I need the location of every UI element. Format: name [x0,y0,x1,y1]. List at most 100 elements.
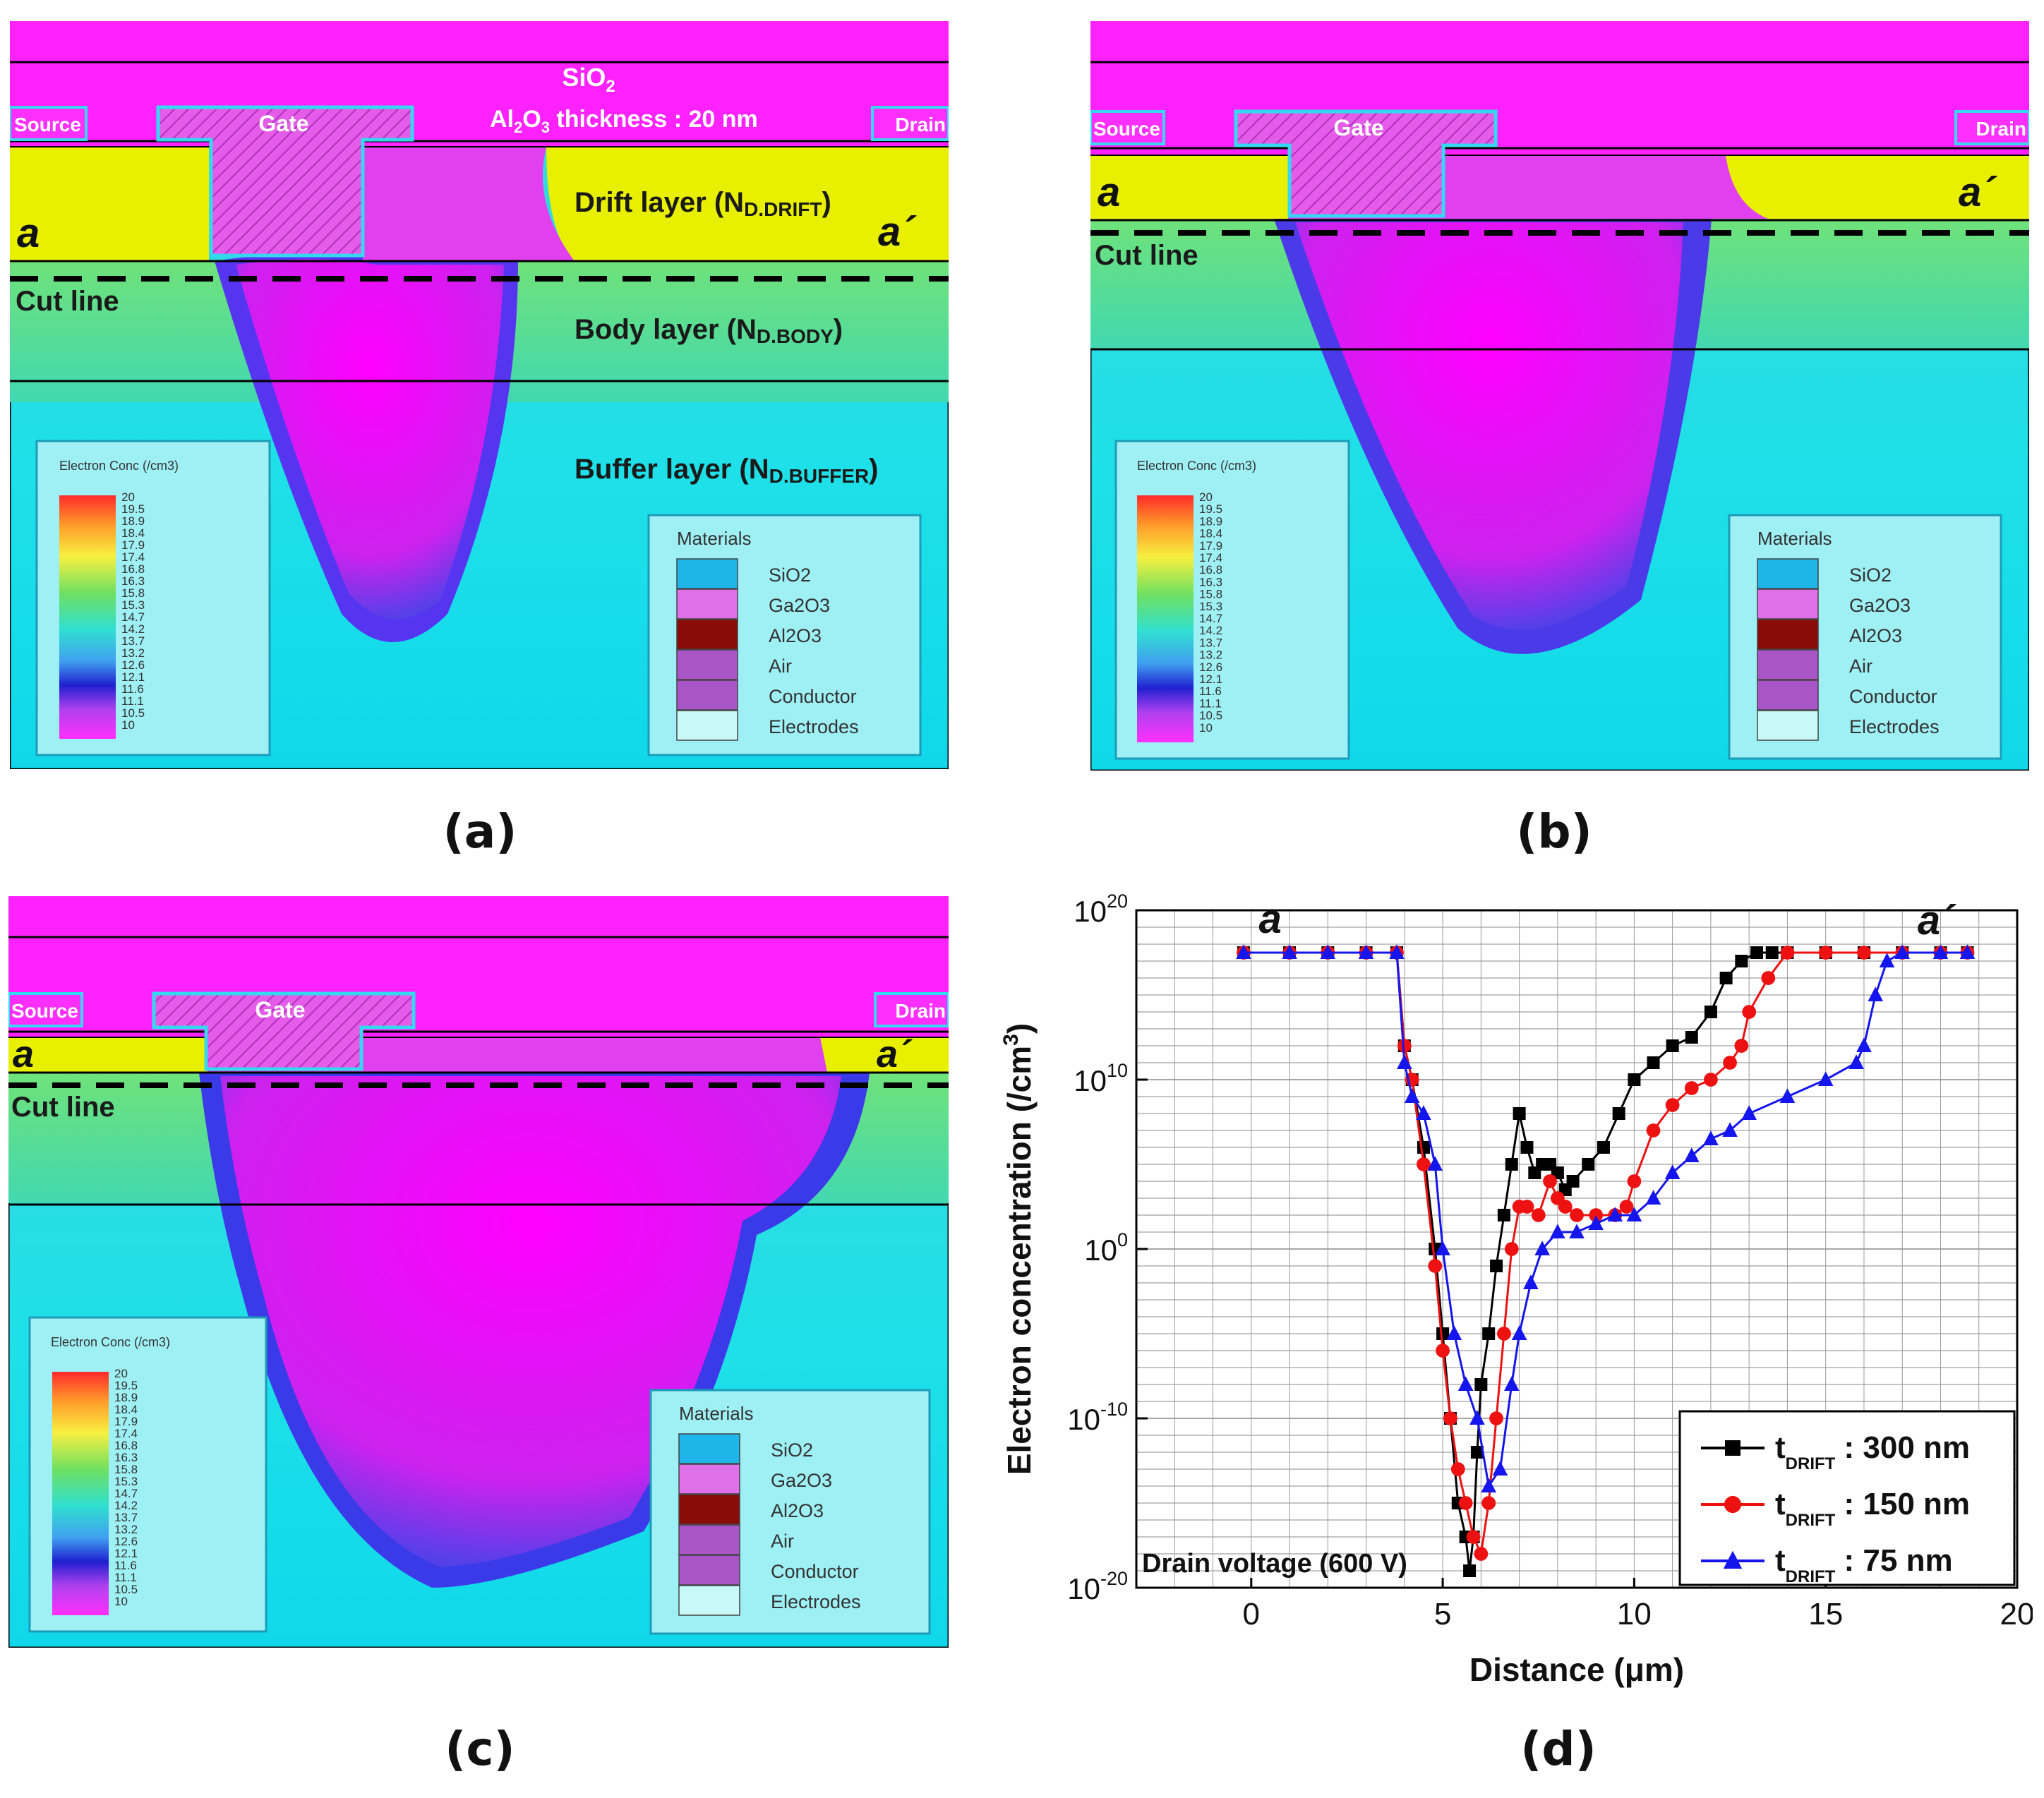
point-a-label: a [1098,169,1120,215]
data-point [1868,987,1884,1001]
data-point [1558,1200,1573,1214]
material-label: SiO2 [771,1440,813,1461]
data-point [1503,1376,1520,1391]
colorbar-title: Electron Conc (/cm3) [59,459,179,473]
data-point [1684,1081,1699,1095]
colorbar-tick-label: 16.8 [114,1439,138,1452]
data-point [1446,1325,1462,1340]
colorbar-tick-label: 18.4 [1199,527,1222,541]
colorbar-tick-label: 13.7 [1199,636,1222,649]
x-tick-label: 5 [1434,1597,1451,1631]
data-point [1665,1098,1680,1112]
data-point [1724,1495,1742,1514]
point-a-prime-label: a´ [878,209,917,255]
data-point [1520,1141,1534,1154]
gate-label: Gate [255,997,305,1022]
data-point [1959,944,1976,959]
colorbar-tick-label: 12.1 [121,670,145,684]
data-point [1458,1496,1473,1510]
material-label: Air [769,656,792,677]
gate-electrode [1234,109,1498,218]
material-swatch [676,710,738,741]
y-axis-label: Electron concentration (/cm3) [999,1023,1038,1475]
data-point [1513,1107,1526,1120]
colorbar-tick-label: 13.2 [114,1523,138,1536]
x-tick-label: 10 [1617,1597,1652,1631]
drain-label: Drain [895,1000,946,1022]
data-point [1723,1550,1743,1569]
legend-label: tDRIFT : 300 nm [1775,1430,1970,1473]
material-swatch [1757,558,1819,589]
material-label: Electrodes [769,716,859,737]
point-a-label: a [17,210,40,256]
colorbar-tick-label: 20 [121,490,135,504]
colorbar-tick-label: 20 [114,1367,128,1380]
material-swatch [676,649,738,680]
data-point [1428,1259,1443,1273]
colorbar-tick-label: 15.8 [1199,588,1222,601]
colorbar-tick-label: 16.8 [121,562,145,576]
data-point [1463,1564,1477,1577]
data-point [1856,1037,1872,1052]
material-swatch [676,680,738,711]
data-point [1397,1039,1412,1053]
material-swatch [1757,589,1819,620]
data-point [1534,1241,1550,1255]
material-swatch [678,1555,740,1586]
materials-title: Materials [1757,528,1832,549]
colorbar-tick-label: 17.9 [1199,539,1222,553]
cut-line-label: Cut line [11,1092,115,1123]
panel-d-chart: 0 5 10 15 20 10-20 10-10 100 1010 1020 Distance (μ… [988,889,2033,1715]
colorbar-tick-label: 17.4 [1199,551,1222,565]
material-swatch [676,558,738,589]
colorbar-tick-label: 15.3 [114,1475,138,1488]
data-point [1666,1039,1679,1052]
y-tick-label: 10-20 [1067,1568,1128,1605]
colorbar-tick-label: 13.7 [121,634,145,648]
colorbar-tick-label: 10 [114,1595,128,1608]
colorbar-tick-label: 10 [1199,721,1213,735]
materials-title: Materials [679,1403,753,1424]
drain-label: Drain [1976,118,2026,140]
data-point [1817,1071,1834,1086]
data-point [1490,1260,1503,1272]
data-point [1612,1107,1625,1120]
colorbar-tick-label: 10.5 [1199,709,1222,723]
legend-label: tDRIFT : 75 nm [1775,1543,1953,1586]
data-point [1417,1157,1431,1171]
colorbar-tick-label: 20 [1199,490,1213,504]
material-label: Conductor [771,1561,859,1582]
y-tick-label: 10-10 [1067,1399,1128,1436]
caption-c: (c) [445,1722,515,1776]
data-point [1397,1054,1412,1069]
data-point [1481,1478,1496,1492]
data-point [1742,1005,1757,1019]
material-swatch [1757,619,1819,650]
material-swatch [1757,649,1819,680]
colorbar-tick-label: 15.8 [121,586,145,600]
data-point [1725,1440,1741,1456]
colorbar-tick-label: 14.7 [121,610,145,624]
data-point [1474,1378,1488,1391]
caption-a: (a) [443,804,517,859]
data-point [1645,1190,1661,1205]
material-label: Ga2O3 [769,595,830,616]
material-label: SiO2 [1849,565,1892,586]
data-point [1703,1130,1719,1145]
data-point [1588,1215,1604,1230]
data-point [1474,1547,1489,1561]
series-3 [1236,944,1976,1492]
data-point [1469,1410,1485,1425]
colorbar-tick-label: 19.5 [114,1379,138,1392]
colorbar-tick-label: 13.7 [114,1511,138,1524]
colorbar-tick-label: 14.2 [114,1499,138,1512]
data-point [1436,1344,1450,1358]
panel-a-simulation: SiO2 Al2O3 thickness : 20 nm Source Gate… [10,21,949,769]
cut-line-label: Cut line [16,286,119,317]
colorbar-tick-label: 16.3 [121,574,145,588]
data-point [1619,1200,1634,1214]
colorbar-tick-label: 13.2 [1199,648,1222,662]
data-point [1320,944,1336,959]
colorbar-tick-label: 14.7 [114,1487,138,1500]
material-swatch [678,1494,740,1525]
